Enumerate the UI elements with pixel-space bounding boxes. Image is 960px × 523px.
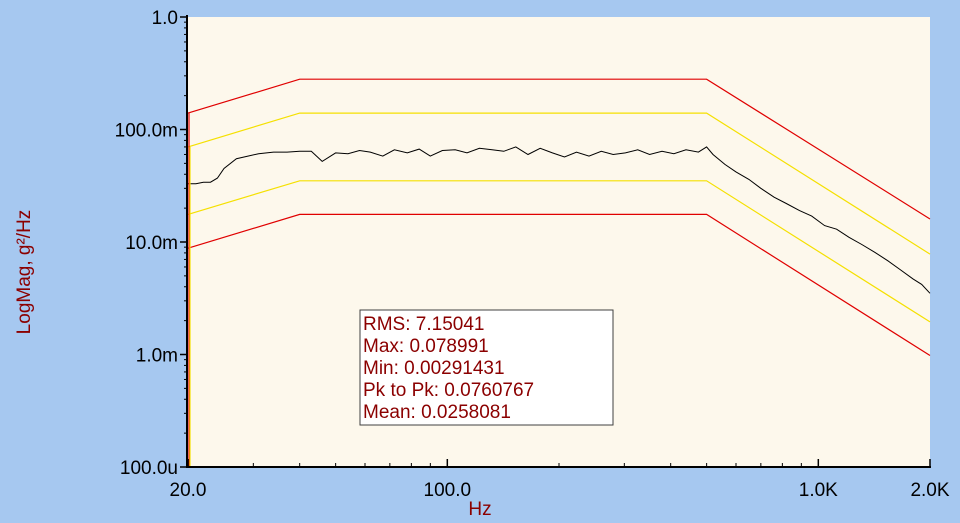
x-tick-label: 2.0K: [910, 480, 949, 501]
y-tick-label: 1.0m: [136, 346, 178, 367]
stats-mean: Mean: 0.0258081: [363, 402, 511, 423]
y-tick-label: 1.0: [152, 8, 178, 29]
x-tick-label: 100.0: [424, 480, 472, 501]
upper-abort-line: [187, 78, 931, 220]
upper-alarm-line: [187, 112, 931, 255]
x-axis-title: Hz: [468, 499, 491, 520]
lower-alarm-line: [187, 180, 931, 323]
response-line: [188, 146, 931, 294]
y-tick-label: 100.0m: [115, 121, 178, 142]
stats-pk-to-pk: Pk to Pk: 0.0760767: [363, 380, 534, 401]
stats-min: Min: 0.00291431: [363, 358, 505, 379]
lower-abort-line: [187, 213, 931, 357]
y-tick-label: 100.0u: [120, 458, 178, 479]
stats-box: RMS: 7.15041 Max: 0.078991 Min: 0.002914…: [359, 309, 614, 426]
x-tick-label: 20.0: [170, 480, 207, 501]
stats-rms: RMS: 7.15041: [363, 314, 484, 335]
y-tick-label: 10.0m: [125, 233, 178, 254]
stats-max: Max: 0.078991: [363, 336, 489, 357]
x-tick-label: 1.0K: [799, 480, 838, 501]
y-axis-title: LogMag, g²/Hz: [14, 210, 35, 335]
series-layer: [187, 78, 931, 467]
stats-box-frame: [359, 309, 614, 426]
